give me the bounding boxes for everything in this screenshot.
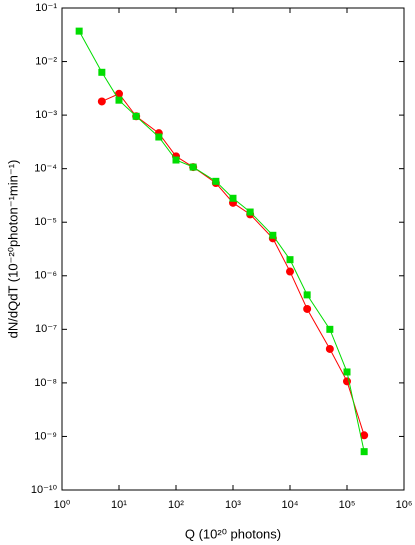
point <box>326 325 334 333</box>
point <box>343 368 351 376</box>
point <box>286 267 294 276</box>
point <box>189 163 197 171</box>
x-tick-label: 10⁰ <box>54 499 71 511</box>
y-tick-label: 10⁻⁷ <box>35 323 57 335</box>
x-axis-title: Q (10²⁰ photons) <box>185 526 281 541</box>
x-tick-label: 10⁶ <box>396 499 413 511</box>
point <box>115 96 123 104</box>
point <box>325 344 334 353</box>
y-tick-label: 10⁻⁹ <box>34 430 57 442</box>
point <box>98 68 106 76</box>
point <box>75 27 83 35</box>
point <box>269 231 277 239</box>
point <box>246 208 254 216</box>
y-tick-label: 10⁻¹ <box>35 2 57 14</box>
point <box>115 89 123 98</box>
x-tick-label: 10⁴ <box>282 499 299 511</box>
y-tick-label: 10⁻⁶ <box>34 270 57 282</box>
plot-frame <box>61 7 405 491</box>
x-tick-label: 10¹ <box>111 499 127 511</box>
y-tick-label: 10⁻¹⁰ <box>31 484 58 496</box>
x-tick-label: 10³ <box>225 499 241 511</box>
point <box>212 177 220 185</box>
point <box>155 133 163 141</box>
point <box>360 448 368 456</box>
point <box>229 194 237 202</box>
point <box>172 156 180 164</box>
y-tick-label: 10⁻² <box>35 55 57 67</box>
x-tick-label: 10⁵ <box>339 499 356 511</box>
y-tick-label: 10⁻⁵ <box>34 216 57 228</box>
point <box>286 256 294 264</box>
y-tick-label: 10⁻³ <box>35 109 57 121</box>
y-axis-title: dN/dQdT (10⁻²⁰photon⁻¹min⁻¹) <box>5 160 20 339</box>
point <box>360 431 369 440</box>
x-tick-label: 10² <box>168 499 184 511</box>
series-line <box>101 93 365 436</box>
y-tick-label: 10⁻⁸ <box>34 377 57 389</box>
y-tick-label: 10⁻⁴ <box>34 163 57 175</box>
point <box>303 304 312 313</box>
point <box>97 97 106 106</box>
point <box>303 291 311 299</box>
point <box>132 112 140 120</box>
series-line <box>78 30 365 452</box>
